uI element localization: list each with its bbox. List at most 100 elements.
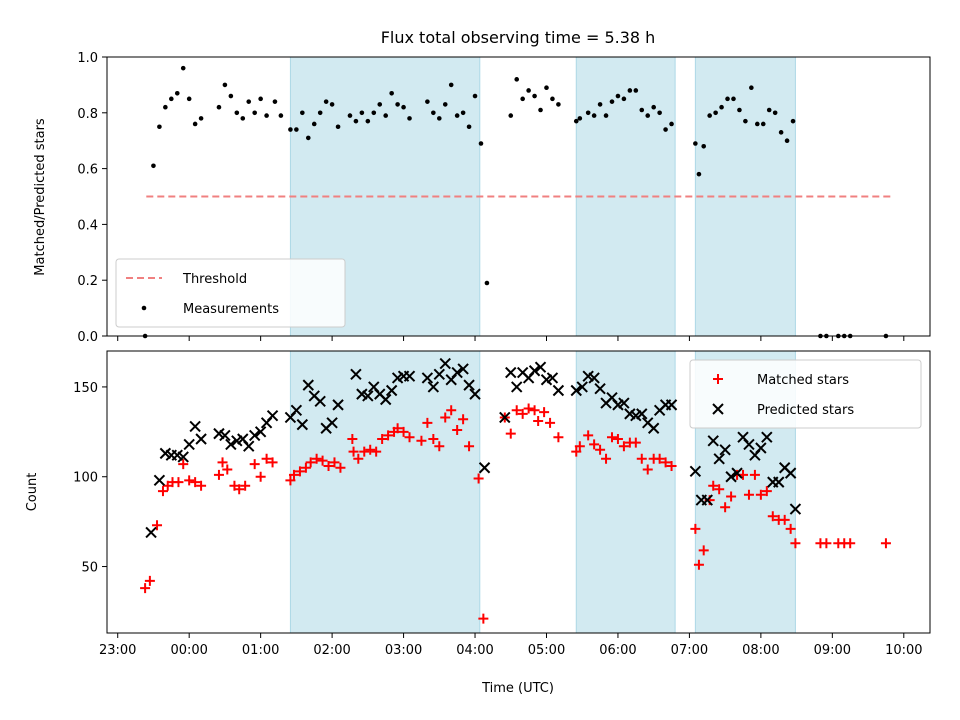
predicted-stars-point	[189, 420, 201, 433]
y-tick-label: 100	[73, 471, 98, 486]
matched-stars-point	[311, 453, 322, 464]
legend: Threshold Measurements	[115, 258, 346, 328]
matched-stars-point	[157, 486, 168, 497]
legend: Matched stars Predicted stars	[689, 359, 922, 429]
x-tick-label: 10:00	[885, 643, 922, 658]
ratio-panel: 0.0 0.2 0.4 0.6 0.8 1.0 Threshold Measurements	[77, 51, 931, 345]
measurements-point	[701, 143, 707, 149]
predicted-stars-point	[719, 444, 731, 456]
matched-stars-point	[612, 434, 623, 445]
matched-stars-point	[434, 441, 445, 452]
predicted-stars-point	[145, 526, 157, 539]
x-tick-label: 00:00	[170, 643, 207, 658]
measurements-point	[311, 121, 317, 127]
predicted-stars-legend-marker	[712, 403, 724, 415]
axes-frame	[106, 56, 931, 337]
matched-stars-point	[714, 484, 725, 495]
measurements-point	[264, 113, 269, 118]
matched-stars-point	[371, 446, 382, 457]
matched-stars-point	[152, 520, 163, 531]
predicted-stars-point	[302, 379, 314, 391]
measurements-point	[577, 116, 583, 121]
matched-stars-point	[595, 444, 606, 455]
measurements-point	[544, 85, 549, 90]
matched-stars-point	[458, 414, 469, 425]
measurements-point	[478, 141, 484, 146]
matched-stars-point	[790, 538, 801, 549]
measurements-point	[520, 96, 525, 102]
matched-stars-point	[589, 439, 600, 450]
predicted-stars-point	[433, 368, 446, 381]
predicted-stars-point	[290, 404, 303, 416]
predicted-stars-point	[266, 409, 279, 422]
predicted-stars-point	[478, 462, 491, 474]
ratio-y-axis-label: Matched/Predicted stars	[33, 118, 48, 276]
measurements-point	[573, 118, 579, 124]
matched-stars-point	[505, 428, 516, 439]
matched-stars-point	[234, 484, 245, 495]
measurements-point	[300, 110, 305, 116]
measurements-point	[347, 113, 353, 118]
matched-stars-point	[329, 457, 340, 468]
measurements-point	[442, 102, 448, 107]
matched-stars-point	[630, 437, 641, 448]
measurements-point	[615, 93, 621, 99]
matched-stars-point	[636, 453, 647, 464]
matched-stars-point	[539, 407, 550, 418]
matched-stars-point	[446, 405, 457, 416]
matched-stars-point	[317, 455, 328, 466]
predicted-stars-point	[451, 366, 463, 379]
measurements-point	[621, 96, 627, 102]
predicted-stars-point	[689, 465, 702, 478]
matched-stars-point	[347, 434, 358, 445]
measurements-point	[186, 96, 192, 102]
measurements-point	[401, 104, 406, 110]
predicted-stars-point	[588, 372, 600, 384]
matched-stars-point	[666, 460, 677, 471]
matched-stars-point	[428, 434, 439, 445]
matched-stars-point	[300, 462, 311, 473]
y-tick-label: 0.0	[77, 330, 98, 345]
matched-stars-point	[464, 441, 475, 452]
matched-stars-point	[452, 425, 463, 436]
matched-stars-point	[517, 408, 528, 419]
matched-stars-point	[377, 434, 388, 445]
predicted-stars-point	[332, 399, 344, 411]
predicted-stars-point	[177, 451, 189, 463]
predicted-stars-point	[326, 417, 338, 429]
x-axis-label: Time (UTC)	[481, 681, 554, 696]
predicted-stars-point	[528, 365, 541, 377]
measurements-point	[778, 130, 784, 135]
x-tick-label: 03:00	[385, 643, 422, 658]
measurements-point	[725, 96, 730, 102]
matched-stars-point	[761, 486, 772, 497]
measurements-point	[240, 116, 246, 121]
predicted-stars-point	[499, 411, 511, 424]
legend-box	[689, 359, 922, 429]
chart-title: Flux total observing time = 5.38 h	[381, 28, 656, 47]
matched-stars-point	[779, 514, 790, 525]
matched-stars-point	[398, 426, 409, 437]
predicted-stars-point	[505, 366, 517, 379]
x-tick-label: 07:00	[671, 643, 708, 658]
matched-stars-point	[440, 412, 451, 423]
measurements-point	[484, 280, 490, 286]
matched-stars-point	[654, 453, 665, 464]
predicted-stars-point	[789, 503, 802, 515]
y-tick-label: 0.4	[77, 218, 98, 233]
matched-stars-point	[523, 403, 534, 414]
axes-frame	[106, 350, 931, 634]
measurements-point	[731, 96, 736, 102]
matched-stars-point	[196, 480, 207, 491]
predicted-stars-point	[534, 361, 547, 373]
matched-stars-legend-label: Matched stars	[757, 373, 849, 388]
matched-stars-legend-marker	[713, 374, 723, 384]
matched-stars-point	[285, 475, 296, 486]
predicted-stars-point	[421, 372, 434, 384]
measurements-point	[407, 116, 412, 121]
matched-stars-point	[642, 464, 653, 475]
x-tick-label: 05:00	[528, 643, 565, 658]
matched-stars-point	[767, 511, 778, 522]
measurements-point	[278, 113, 284, 118]
predicted-stars-point	[511, 381, 523, 393]
